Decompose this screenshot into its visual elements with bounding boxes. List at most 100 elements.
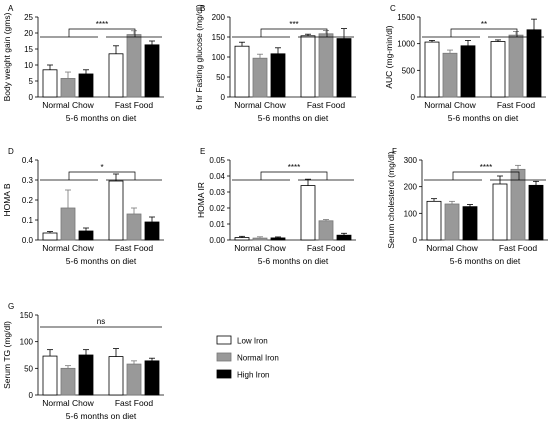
bar-low-iron xyxy=(234,237,250,241)
significance-bracket xyxy=(422,28,544,38)
y-axis-label: Serum cholesterol (mg/dl) xyxy=(386,151,396,248)
x-category-label: Fast Food xyxy=(307,243,346,253)
bar-normal-iron xyxy=(126,213,142,241)
y-tick-label: 20 xyxy=(24,29,33,38)
bar-normal-iron xyxy=(126,363,142,396)
x-category-label: Fast Food xyxy=(115,398,154,408)
y-tick-label: 0.05 xyxy=(209,156,225,165)
legend-swatch xyxy=(216,335,232,345)
x-category-label: Normal Chow xyxy=(42,100,94,110)
y-tick-label: 150 xyxy=(20,311,34,320)
panel-letter: E xyxy=(200,147,205,156)
bar-normal-iron xyxy=(252,237,268,241)
bar-normal-iron xyxy=(252,57,268,98)
y-tick-label: 0.3 xyxy=(22,176,34,185)
bar-low-iron xyxy=(108,53,124,98)
y-tick-label: 10 xyxy=(24,61,33,70)
y-tick-label: 0.1 xyxy=(22,216,34,225)
bar-low-iron xyxy=(42,69,58,98)
y-tick-label: 0.01 xyxy=(209,220,225,229)
bar-high-iron xyxy=(336,38,352,98)
y-tick-label: 50 xyxy=(216,73,225,82)
y-tick-label: 0 xyxy=(221,93,226,102)
bar-high-iron xyxy=(270,53,286,98)
y-tick-label: 0 xyxy=(29,93,34,102)
y-tick-label: 0.0 xyxy=(22,236,34,245)
x-axis-label: 5-6 months on diet xyxy=(66,411,137,421)
y-axis-label: 6 hr Fasting glucose (mg/dl) xyxy=(194,4,204,110)
significance-label: ns xyxy=(97,317,105,326)
y-tick-label: 0 xyxy=(29,391,34,400)
y-tick-label: 0.2 xyxy=(22,196,34,205)
bar-high-iron xyxy=(460,45,476,98)
y-tick-label: 300 xyxy=(404,156,418,165)
y-tick-label: 0 xyxy=(411,93,416,102)
x-category-label: Normal Chow xyxy=(426,243,478,253)
y-axis-label: Serum TG (mg/dl) xyxy=(2,321,12,389)
y-tick-label: 100 xyxy=(212,53,226,62)
bar-high-iron xyxy=(144,44,160,98)
y-tick-label: 1000 xyxy=(397,40,415,49)
bar-high-iron xyxy=(528,184,544,241)
bar-low-iron xyxy=(424,41,440,98)
significance-bracket xyxy=(40,28,162,38)
y-tick-label: 200 xyxy=(212,13,226,22)
bar-normal-iron xyxy=(60,78,76,98)
chart-panel-a: A 0 5 10 15 20 25 Body weight gain (gms) Normal … xyxy=(2,4,164,123)
x-axis-label: 5-6 months on diet xyxy=(258,256,329,266)
panel-letter: A xyxy=(8,4,14,13)
bar-low-iron xyxy=(490,41,506,98)
x-category-label: Fast Food xyxy=(115,100,154,110)
y-tick-label: 0.00 xyxy=(209,236,225,245)
bar-low-iron xyxy=(300,35,316,98)
bar-low-iron xyxy=(42,355,58,396)
bar-normal-iron xyxy=(508,34,524,98)
legend-swatch xyxy=(216,352,232,362)
bar-low-iron xyxy=(300,185,316,241)
bracket-line xyxy=(68,28,136,37)
bar-normal-iron xyxy=(442,52,458,98)
panel-letter: G xyxy=(8,302,14,311)
y-tick-label: 1500 xyxy=(397,13,415,22)
x-axis-label: 5-6 months on diet xyxy=(66,256,137,266)
x-axis-label: 5-6 months on diet xyxy=(66,113,137,123)
y-tick-label: 15 xyxy=(24,45,33,54)
chart-panel-g: G 0 50 100 150 Serum TG (mg/dl) Normal Chow Fas… xyxy=(2,302,164,421)
y-tick-label: 150 xyxy=(212,33,226,42)
significance-bracket xyxy=(232,28,354,38)
significance-label: * xyxy=(100,163,103,172)
bar-low-iron xyxy=(492,183,508,241)
y-tick-label: 200 xyxy=(404,183,418,192)
y-tick-label: 0 xyxy=(413,236,418,245)
y-axis-label: AUC (mg-min/dl) xyxy=(384,25,394,88)
x-category-label: Normal Chow xyxy=(42,398,94,408)
x-category-label: Normal Chow xyxy=(424,100,476,110)
bar-normal-iron xyxy=(444,203,460,241)
bar-low-iron xyxy=(234,45,250,98)
bracket-line xyxy=(452,171,520,180)
y-axis-label: HOMA IR xyxy=(196,182,206,218)
y-tick-label: 25 xyxy=(24,13,33,22)
bar-low-iron xyxy=(108,180,124,241)
y-tick-label: 0.03 xyxy=(209,188,225,197)
bar-high-iron xyxy=(78,230,94,241)
significance-label: **** xyxy=(288,163,300,172)
bar-high-iron xyxy=(78,73,94,98)
y-tick-label: 0.04 xyxy=(209,172,225,181)
significance-bracket xyxy=(424,171,546,181)
significance-bracket xyxy=(40,171,162,181)
significance-label: **** xyxy=(96,20,108,29)
significance-label: ** xyxy=(481,20,487,29)
y-tick-label: 0.02 xyxy=(209,204,225,213)
significance-label: *** xyxy=(289,20,298,29)
legend-label: Low Iron xyxy=(237,337,268,346)
panel-letter: F xyxy=(392,147,397,156)
bar-normal-iron xyxy=(126,34,142,98)
x-axis-label: 5-6 months on diet xyxy=(450,256,521,266)
significance-bracket xyxy=(232,171,354,181)
bracket-line xyxy=(260,171,328,180)
x-axis-label: 5-6 months on diet xyxy=(448,113,519,123)
panel-letter: B xyxy=(200,4,205,13)
x-category-label: Normal Chow xyxy=(42,243,94,253)
